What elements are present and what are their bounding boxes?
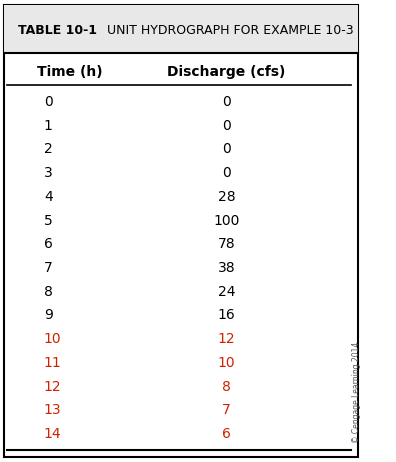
Text: UNIT HYDROGRAPH FOR EXAMPLE 10-3: UNIT HYDROGRAPH FOR EXAMPLE 10-3 bbox=[99, 24, 353, 36]
Text: 3: 3 bbox=[44, 166, 53, 180]
Text: 13: 13 bbox=[44, 403, 61, 417]
Text: 0: 0 bbox=[222, 142, 231, 156]
Text: 0: 0 bbox=[222, 95, 231, 109]
Text: 100: 100 bbox=[213, 213, 240, 227]
Text: 14: 14 bbox=[44, 427, 61, 441]
Text: 11: 11 bbox=[44, 356, 62, 370]
Text: Discharge (cfs): Discharge (cfs) bbox=[168, 65, 286, 79]
Text: Time (h): Time (h) bbox=[36, 65, 102, 79]
Text: 0: 0 bbox=[44, 95, 53, 109]
Text: 38: 38 bbox=[218, 261, 235, 275]
Text: 5: 5 bbox=[44, 213, 53, 227]
Text: 1: 1 bbox=[44, 119, 53, 133]
Text: 9: 9 bbox=[44, 309, 53, 322]
Text: 6: 6 bbox=[44, 237, 53, 251]
Text: 4: 4 bbox=[44, 190, 53, 204]
Text: 12: 12 bbox=[44, 380, 61, 394]
Text: 12: 12 bbox=[218, 332, 235, 346]
Text: 0: 0 bbox=[222, 166, 231, 180]
Text: © Cengage Learning 2014: © Cengage Learning 2014 bbox=[352, 342, 361, 444]
Text: 0: 0 bbox=[222, 119, 231, 133]
Text: 78: 78 bbox=[218, 237, 235, 251]
Text: 16: 16 bbox=[218, 309, 236, 322]
Text: 8: 8 bbox=[222, 380, 231, 394]
Text: 6: 6 bbox=[222, 427, 231, 441]
Text: 10: 10 bbox=[44, 332, 61, 346]
Text: 8: 8 bbox=[44, 285, 53, 298]
Text: TABLE 10-1: TABLE 10-1 bbox=[18, 24, 97, 36]
Text: 2: 2 bbox=[44, 142, 53, 156]
Text: 10: 10 bbox=[218, 356, 235, 370]
Text: 7: 7 bbox=[222, 403, 231, 417]
Text: 7: 7 bbox=[44, 261, 53, 275]
Text: 28: 28 bbox=[218, 190, 235, 204]
Text: 24: 24 bbox=[218, 285, 235, 298]
Bar bbox=[4, 5, 358, 53]
